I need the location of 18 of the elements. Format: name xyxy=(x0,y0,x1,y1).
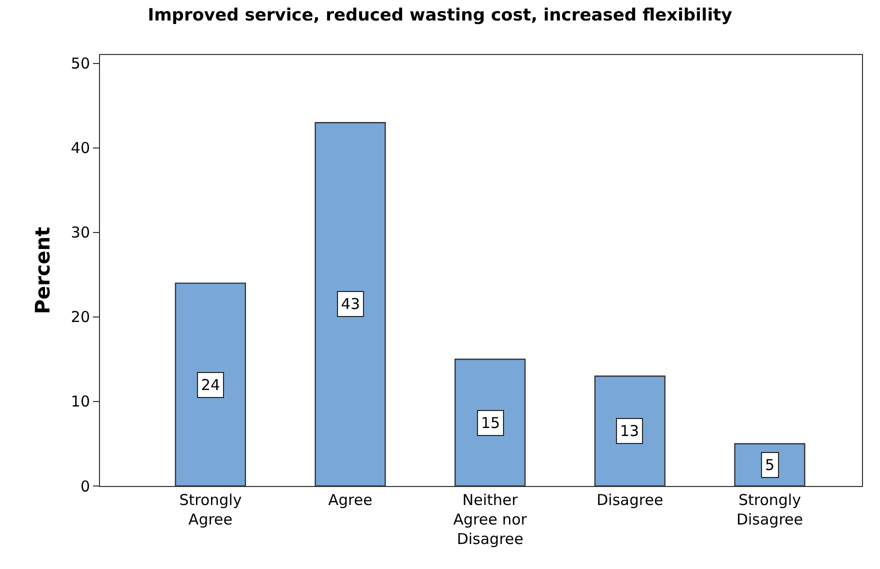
data-label: 5 xyxy=(765,456,775,474)
y-tick-label: 50 xyxy=(70,54,90,73)
y-tick-label: 40 xyxy=(70,139,90,158)
y-tick-label: 20 xyxy=(70,308,90,326)
x-tick-label: Neither Agree nor Disagree xyxy=(453,491,528,548)
y-axis-title: Percent xyxy=(30,226,54,314)
data-label: 15 xyxy=(481,414,500,432)
data-label: 43 xyxy=(341,295,360,313)
y-tick-label: 10 xyxy=(70,392,90,411)
data-label: 24 xyxy=(201,376,220,394)
data-label: 13 xyxy=(620,422,640,440)
chart-title: Improved service, reduced wasting cost, increased flexibility xyxy=(148,5,732,26)
x-tick-label: Strongly Agree xyxy=(179,491,242,528)
y-tick-label: 30 xyxy=(70,224,90,242)
x-tick-label: Disagree xyxy=(596,491,664,509)
x-tick-label: Agree xyxy=(328,491,372,509)
x-tick-label: Strongly Disagree xyxy=(736,491,803,528)
y-tick-label: 0 xyxy=(80,477,90,496)
